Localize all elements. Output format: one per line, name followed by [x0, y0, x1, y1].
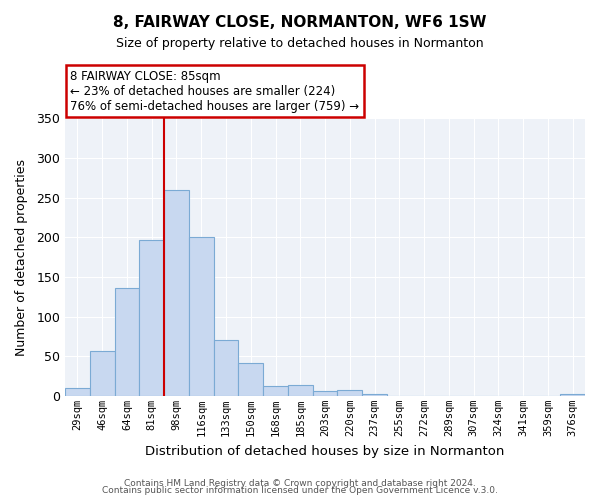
Bar [337, 390, 362, 396]
Y-axis label: Number of detached properties: Number of detached properties [15, 158, 28, 356]
Bar [560, 394, 585, 396]
Text: Contains public sector information licensed under the Open Government Licence v.: Contains public sector information licen… [102, 486, 498, 495]
X-axis label: Distribution of detached houses by size in Normanton: Distribution of detached houses by size … [145, 444, 505, 458]
Bar [313, 391, 337, 396]
Bar [288, 385, 313, 396]
Bar [238, 364, 263, 396]
Bar [263, 386, 288, 396]
Bar [362, 394, 387, 396]
Text: Size of property relative to detached houses in Normanton: Size of property relative to detached ho… [116, 38, 484, 51]
Bar [164, 190, 189, 396]
Bar [214, 340, 238, 396]
Bar [139, 240, 164, 396]
Bar [90, 350, 115, 396]
Bar [189, 237, 214, 396]
Text: 8, FAIRWAY CLOSE, NORMANTON, WF6 1SW: 8, FAIRWAY CLOSE, NORMANTON, WF6 1SW [113, 15, 487, 30]
Bar [65, 388, 90, 396]
Text: Contains HM Land Registry data © Crown copyright and database right 2024.: Contains HM Land Registry data © Crown c… [124, 478, 476, 488]
Bar [115, 288, 139, 396]
Text: 8 FAIRWAY CLOSE: 85sqm
← 23% of detached houses are smaller (224)
76% of semi-de: 8 FAIRWAY CLOSE: 85sqm ← 23% of detached… [70, 70, 359, 112]
